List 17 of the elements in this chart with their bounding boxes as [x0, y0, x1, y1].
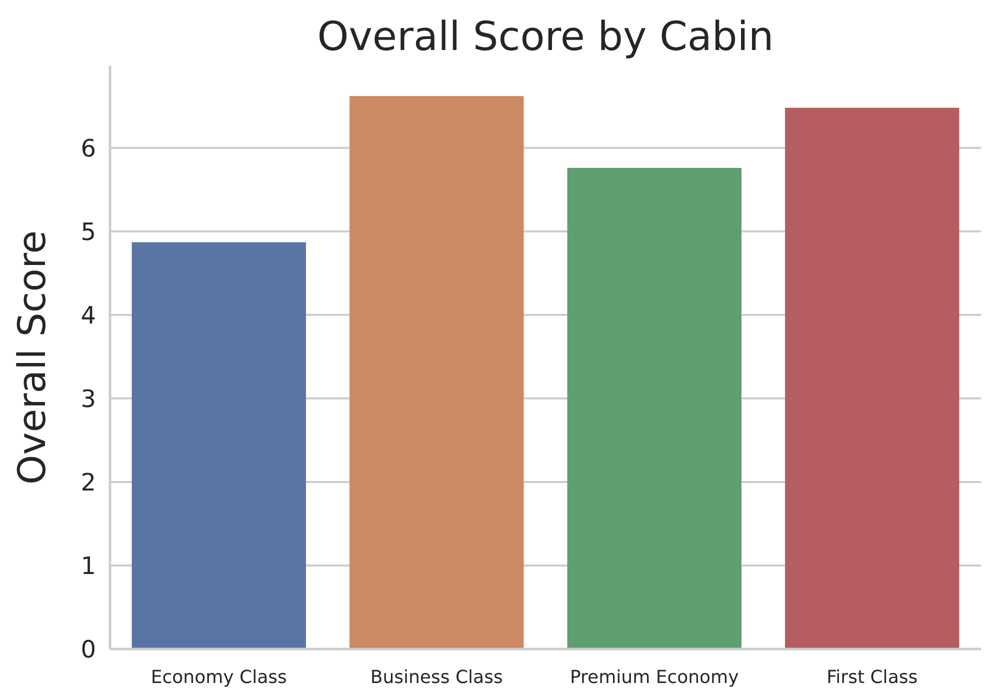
y-tick-label: 0 — [80, 635, 96, 664]
x-tick-label: Economy Class — [150, 667, 287, 688]
y-tick-label: 1 — [80, 552, 96, 580]
bar — [350, 96, 524, 649]
y-axis-title: Overall Score — [10, 230, 54, 485]
y-tick-label: 4 — [80, 301, 96, 330]
y-tick-label: 2 — [80, 468, 96, 496]
bar — [132, 242, 306, 649]
x-tick-label: Premium Economy — [570, 667, 740, 688]
y-tick-label: 3 — [80, 384, 96, 413]
bar — [785, 108, 960, 649]
y-tick-label: 5 — [80, 218, 96, 246]
chart-title: Overall Score by Cabin — [317, 14, 774, 60]
y-tick-label: 6 — [80, 134, 96, 162]
x-tick-label: Business Class — [370, 667, 503, 688]
bar — [567, 168, 742, 649]
x-tick-label: First Class — [826, 667, 918, 688]
